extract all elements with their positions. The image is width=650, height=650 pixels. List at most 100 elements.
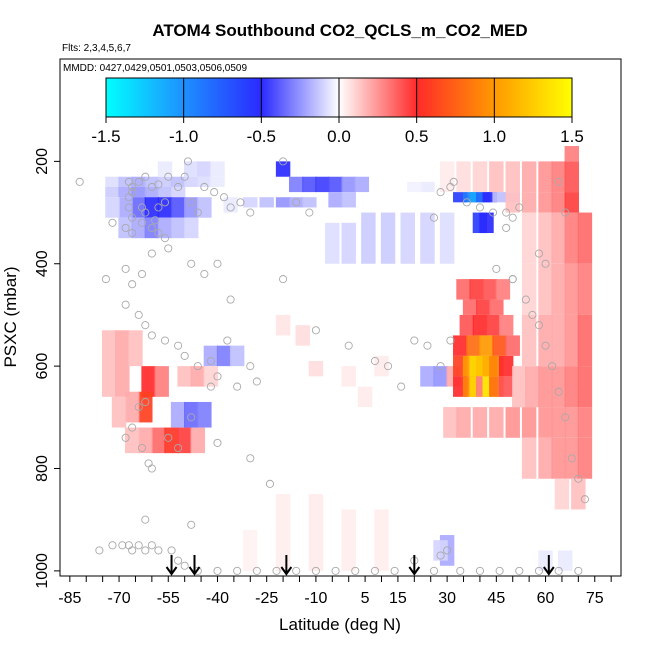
sample-point: [236, 198, 245, 207]
colorbar-tick-label: -1.5: [91, 127, 120, 146]
sample-point: [351, 566, 360, 575]
heatmap-cell: [577, 407, 593, 438]
heatmap-cell: [105, 197, 120, 218]
sample-point: [164, 433, 173, 442]
sample-point: [534, 566, 544, 575]
sample-point: [124, 193, 133, 202]
heatmap-cell: [131, 176, 146, 187]
heatmap-cell: [505, 407, 520, 438]
sample-point: [121, 264, 130, 273]
heatmap-cell: [485, 314, 501, 336]
heatmap-cell: [420, 366, 435, 387]
y-axis-label: PSXC (mbar): [1, 266, 20, 367]
heatmap-cell: [243, 197, 258, 208]
heatmap-cell: [564, 161, 580, 193]
sample-point: [121, 223, 130, 232]
heatmap-cell: [538, 263, 553, 315]
sample-point: [180, 351, 189, 360]
heatmap-cell: [157, 176, 173, 187]
heatmap-cell: [538, 366, 553, 408]
heatmap-cell: [571, 478, 586, 510]
sample-point: [128, 213, 137, 222]
sample-point: [292, 198, 301, 207]
sample-point: [554, 566, 563, 575]
heatmap-cell: [325, 222, 340, 264]
sample-point: [475, 203, 484, 212]
heatmap-cell: [456, 279, 471, 300]
heatmap-cell: [157, 217, 173, 239]
heatmap-cell: [462, 299, 478, 315]
sample-point: [154, 228, 163, 238]
heatmap-cell: [538, 161, 553, 193]
sample-point: [223, 336, 232, 345]
heatmap-cell: [259, 197, 274, 208]
sample-point: [265, 479, 275, 488]
heatmap-cell: [138, 427, 153, 454]
heatmap-cell: [479, 335, 494, 356]
heatmap-cell: [492, 192, 507, 203]
heatmap-cell: [472, 161, 488, 193]
sample-point: [128, 280, 137, 289]
sample-point: [370, 356, 379, 366]
heatmap-cell: [157, 197, 173, 218]
x-tick-label: 45: [487, 590, 505, 607]
sample-point: [567, 454, 576, 463]
sample-point: [279, 157, 288, 166]
heatmap-cell: [538, 212, 553, 264]
sample-point: [187, 413, 196, 422]
x-tick-label: -10: [304, 590, 327, 607]
heatmap-cell: [341, 192, 356, 208]
heatmap-cell: [144, 186, 160, 198]
sample-point: [515, 203, 524, 212]
heatmap-cell: [577, 366, 593, 408]
dates-label: MMDD: 0427,0429,0501,0503,0506,0509: [63, 63, 247, 74]
sample-point: [141, 321, 150, 330]
heatmap-cell: [203, 345, 219, 367]
heatmap-cell: [190, 366, 206, 387]
sample-point: [193, 208, 202, 217]
heatmap-cell: [433, 366, 448, 387]
heatmap-cell: [505, 161, 520, 193]
heatmap-cell: [164, 427, 179, 454]
sample-point: [147, 541, 156, 550]
sample-point: [141, 397, 150, 407]
sample-point: [462, 198, 471, 207]
heatmap-cell: [131, 186, 146, 198]
heatmap-cell: [170, 401, 186, 428]
heatmap-cell: [521, 212, 537, 264]
heatmap-cell: [564, 437, 580, 479]
colorbar-tick-label: 0.0: [327, 127, 351, 146]
heatmap-cell: [489, 161, 504, 193]
sample-point: [124, 203, 133, 212]
heatmap-cell: [243, 529, 258, 571]
heatmap-cell: [210, 161, 225, 177]
sample-point: [554, 177, 563, 186]
colorbar-tick-label: -1.0: [169, 127, 198, 146]
heatmap-cell: [456, 407, 471, 438]
heatmap-cell: [184, 176, 199, 187]
x-tick-label: 75: [586, 590, 604, 607]
heatmap-cell: [564, 192, 580, 213]
sample-point: [495, 566, 504, 575]
heatmap-cell: [295, 325, 310, 346]
heatmap-cell: [564, 146, 580, 162]
heatmap-cell: [472, 314, 488, 336]
heatmap-cell: [118, 186, 133, 198]
sample-point: [456, 566, 465, 575]
heatmap-cell: [551, 161, 566, 193]
x-tick-label: 5: [361, 590, 370, 607]
sample-point: [331, 566, 340, 575]
x-tick-label: -55: [157, 590, 180, 607]
heatmap-cell: [469, 279, 484, 300]
heatmap-cell: [439, 212, 455, 264]
sample-point: [174, 556, 183, 565]
sample-point: [436, 551, 445, 560]
sample-point: [121, 433, 130, 442]
x-tick-label: 15: [389, 590, 407, 607]
sample-point: [246, 208, 255, 217]
heatmap-cell: [170, 197, 186, 218]
heatmap-cell: [564, 366, 580, 408]
sample-point: [475, 566, 484, 575]
sample-point: [137, 203, 147, 212]
sample-point: [206, 356, 215, 366]
